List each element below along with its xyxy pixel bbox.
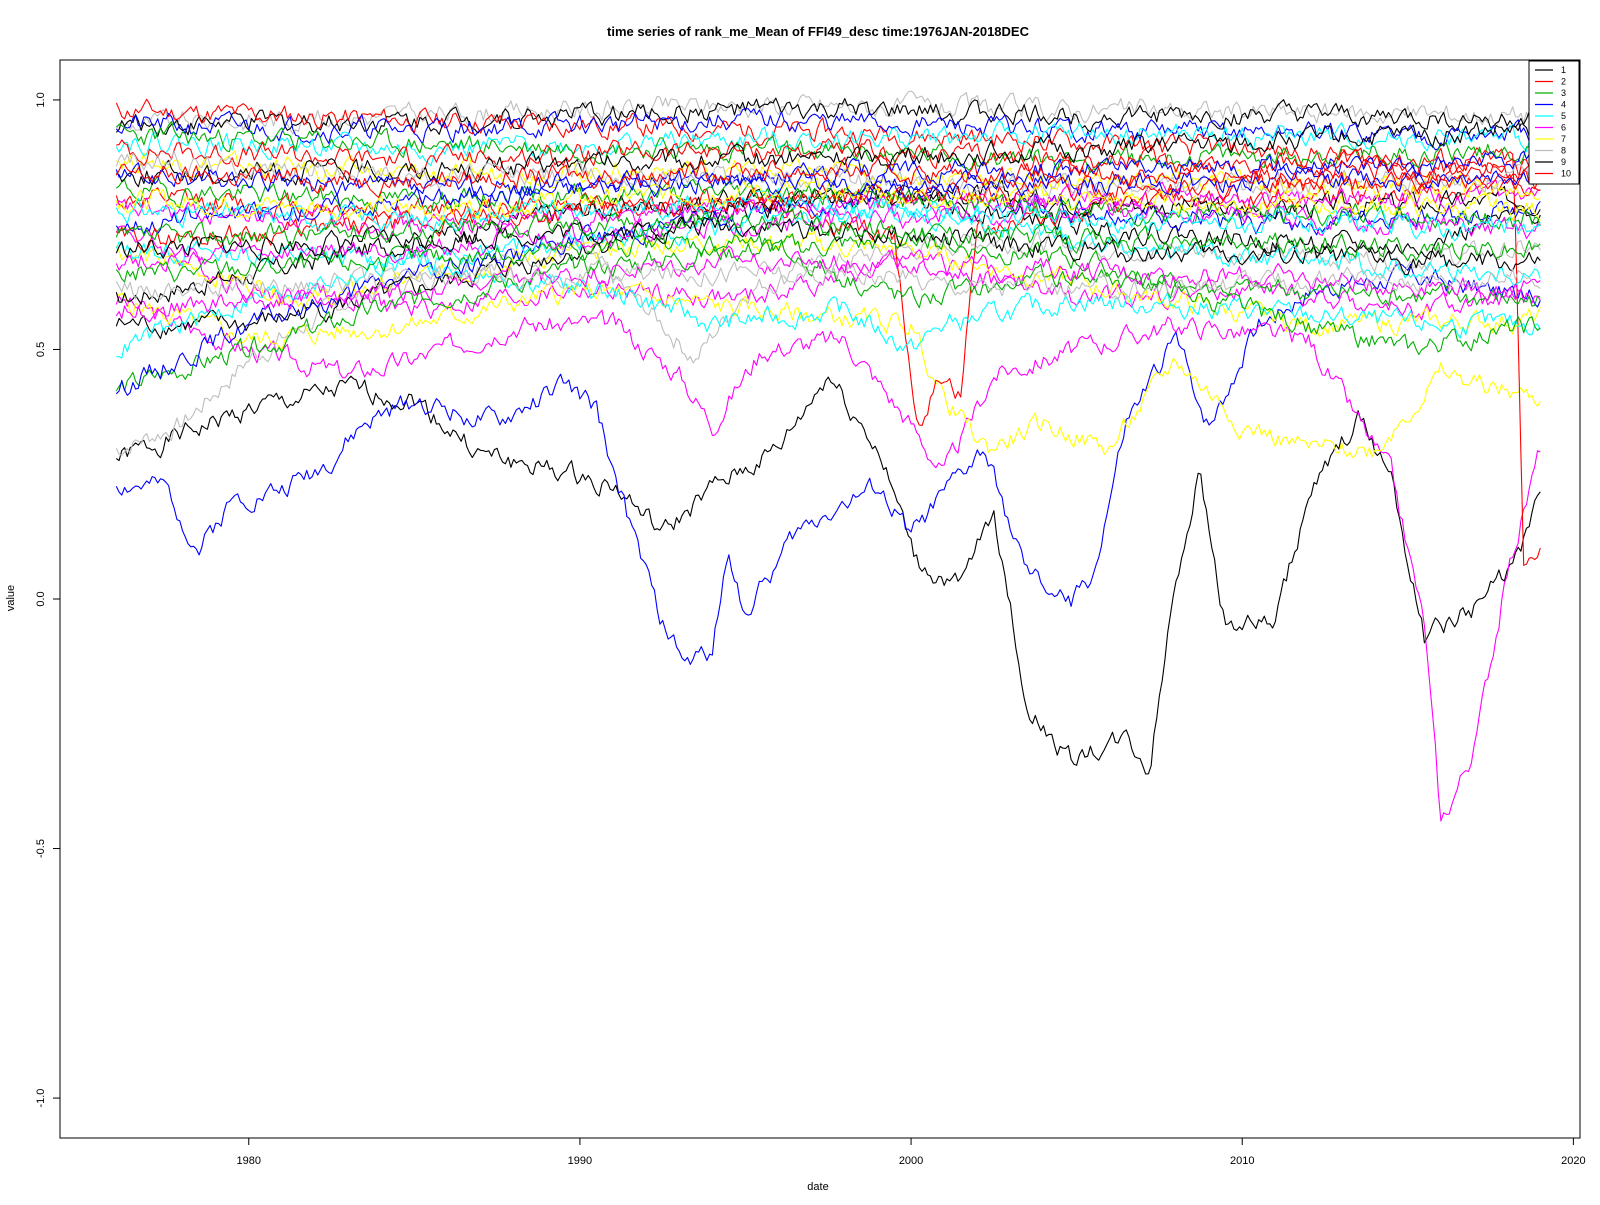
series-line <box>115 258 1541 301</box>
series-line <box>115 150 1541 203</box>
legend-label: 10 <box>1561 169 1571 179</box>
legend-box <box>1528 60 1580 185</box>
series-line <box>115 90 1541 135</box>
x-tick-label: 2020 <box>1561 1155 1585 1167</box>
x-tick-label: 2000 <box>899 1155 923 1167</box>
x-tick-label: 2010 <box>1230 1155 1254 1167</box>
y-tick-label: 1.0 <box>35 92 47 107</box>
series-layer <box>115 90 1541 822</box>
series-line <box>115 97 1541 137</box>
legend-label: 5 <box>1561 111 1566 121</box>
series-line <box>115 188 1541 340</box>
series-line <box>115 263 1541 665</box>
series-line <box>115 177 1541 223</box>
legend-label: 4 <box>1561 100 1566 110</box>
series-line <box>115 228 1541 392</box>
series-line <box>115 245 1541 323</box>
legend-label: 3 <box>1561 88 1566 98</box>
series-line <box>115 277 1541 459</box>
x-tick-label: 1980 <box>237 1155 261 1167</box>
series-line <box>115 240 1541 352</box>
series-line <box>115 208 1541 262</box>
y-tick-label: 0.5 <box>35 342 47 357</box>
series-line <box>115 225 1541 321</box>
axes-layer: 1980 1990 2000 2010 2020 -1.0 -0.5 0.0 0.5 1.0 <box>35 92 1586 1167</box>
series-line <box>115 120 1541 173</box>
series-line <box>115 107 1541 151</box>
legend-label: 6 <box>1561 123 1566 133</box>
legend: 1 23 45 67 89 10 <box>1528 60 1580 185</box>
series-line <box>115 216 1541 276</box>
y-axis-label: value <box>5 585 17 611</box>
series-line <box>115 120 1541 167</box>
series-line <box>115 117 1541 188</box>
legend-label: 9 <box>1561 157 1566 167</box>
series-line <box>115 375 1541 775</box>
y-tick-label: 0.0 <box>35 591 47 606</box>
y-tick-label: -1.0 <box>35 1089 47 1108</box>
legend-label: 2 <box>1561 77 1566 87</box>
legend-label: 1 <box>1561 65 1566 75</box>
y-tick-label: -0.5 <box>35 839 47 858</box>
series-line <box>115 231 1541 456</box>
series-line <box>115 179 1541 242</box>
series-line <box>115 295 1541 822</box>
series-line <box>115 154 1541 198</box>
series-line <box>115 175 1541 230</box>
series-line <box>115 177 1541 426</box>
x-axis-label: date <box>807 1181 828 1193</box>
series-line <box>115 188 1541 242</box>
series-line <box>115 162 1541 198</box>
legend-label: 7 <box>1561 134 1566 144</box>
series-line <box>115 183 1541 396</box>
chart-title: time series of rank_me_Mean of FFI49_des… <box>607 24 1030 39</box>
series-line <box>116 196 1541 359</box>
series-line <box>115 197 1541 273</box>
x-tick-label: 1990 <box>568 1155 592 1167</box>
legend-label: 8 <box>1561 146 1566 156</box>
